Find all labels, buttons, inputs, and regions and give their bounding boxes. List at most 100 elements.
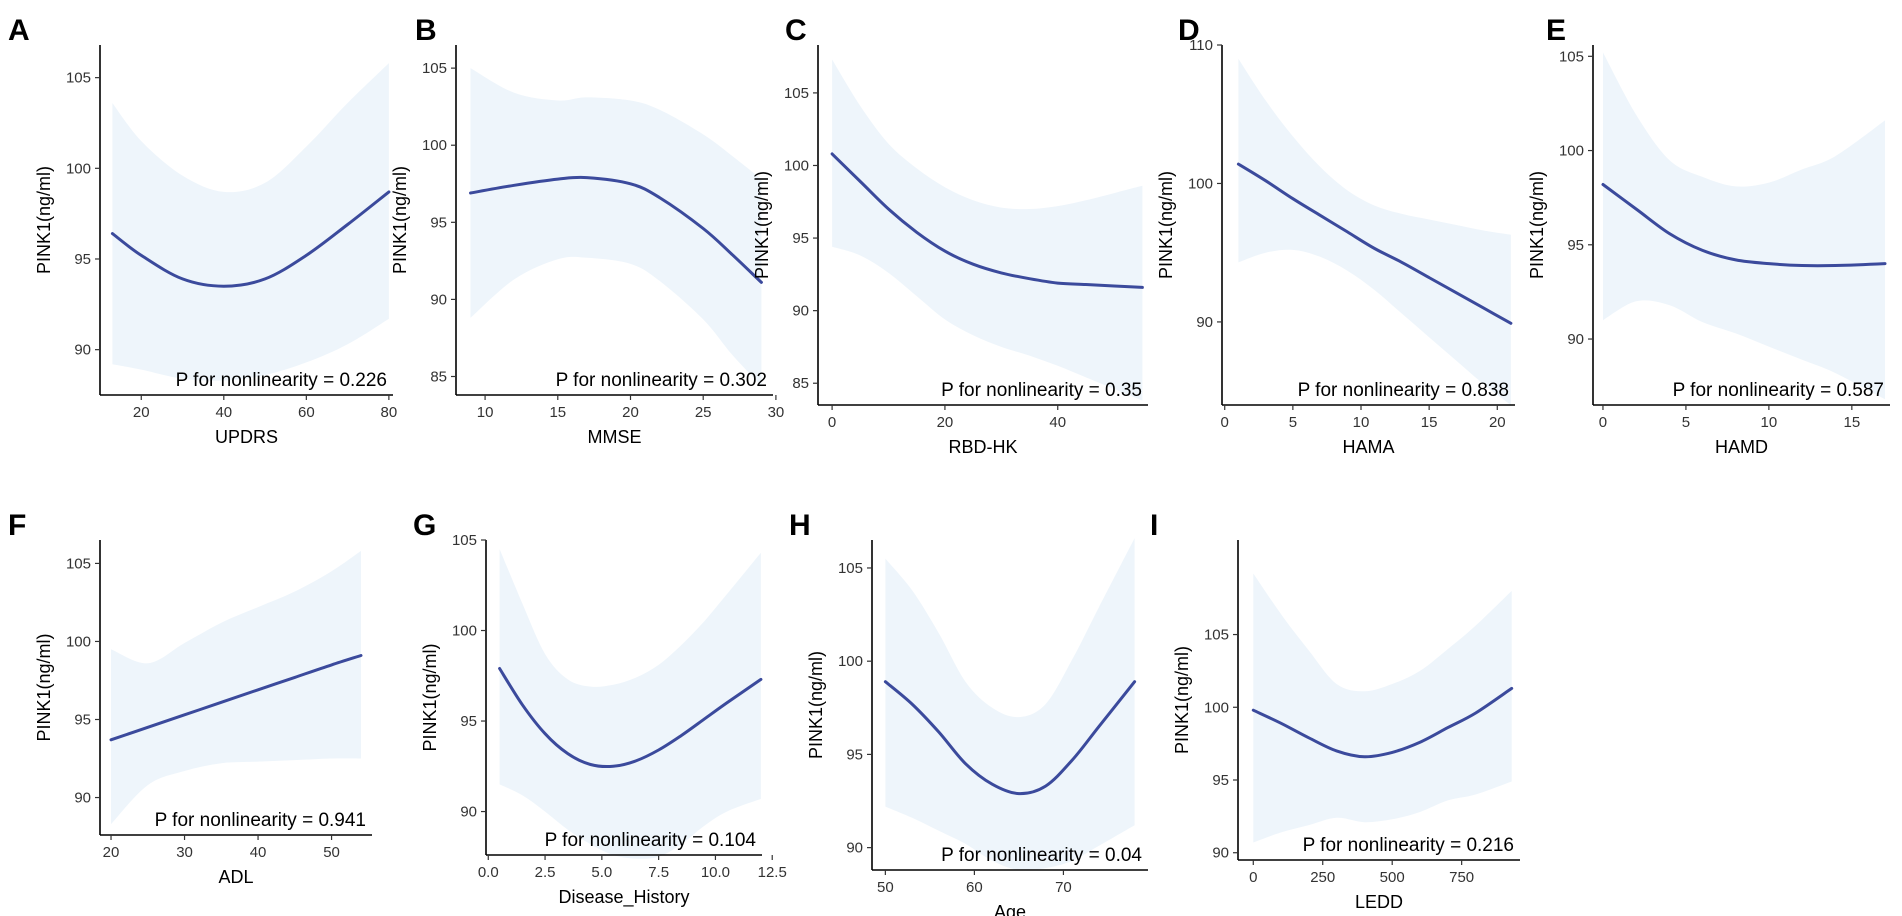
y-tick-label: 90	[1567, 331, 1584, 348]
x-tick-label: 30	[176, 844, 193, 861]
x-axis-title: Disease_History	[558, 887, 689, 908]
y-axis-title: PINK1(ng/ml)	[1172, 646, 1192, 754]
y-tick-label: 105	[838, 560, 863, 577]
y-axis-title: PINK1(ng/ml)	[34, 633, 54, 741]
y-tick-label: 95	[74, 251, 91, 268]
y-tick-label: 105	[66, 70, 91, 87]
x-tick-label: 10	[477, 404, 494, 421]
y-tick-label: 100	[838, 653, 863, 670]
fitted-curve-d	[1236, 162, 1513, 325]
fitted-curve-f	[109, 654, 363, 742]
fitted-curve-i	[1251, 686, 1514, 759]
x-tick-label: 20	[937, 414, 954, 431]
chart-panel-d: 90 100 110 0 5 10 15 20 HAMA PINK1(ng/ml) P for no…	[1156, 14, 1515, 457]
x-tick-label: 20	[1489, 414, 1506, 431]
x-tick-label: 0	[1221, 414, 1229, 431]
panel-letter-g: G	[413, 509, 436, 542]
y-tick-label: 100	[66, 160, 91, 177]
nonlinearity-p-value: P for nonlinearity = 0.941	[155, 810, 366, 831]
y-tick-label: 110	[1189, 37, 1213, 54]
x-tick-label: 500	[1380, 869, 1405, 886]
x-tick-label: 15	[1843, 414, 1860, 431]
confidence-band-h	[885, 538, 1135, 871]
confidence-band-b	[470, 68, 762, 386]
x-tick-label: 5.0	[591, 864, 612, 881]
y-axis-title: PINK1(ng/ml)	[1156, 171, 1176, 279]
panel-letter-e: E	[1546, 14, 1566, 47]
chart-panel-c: 85 90 95 100 105 0 20 40 RBD-HK PINK1(ng/ml) P for…	[752, 14, 1148, 457]
x-tick-label: 60	[298, 404, 315, 421]
confidence-band-a	[112, 63, 389, 381]
x-tick-label: 40	[250, 844, 267, 861]
y-axis-title: PINK1(ng/ml)	[34, 166, 54, 274]
y-tick-label: 85	[792, 375, 809, 392]
y-tick-label: 90	[74, 342, 91, 359]
y-axis-title: PINK1(ng/ml)	[752, 171, 772, 279]
x-axis-title: HAMD	[1715, 437, 1768, 457]
y-tick-label: 90	[1212, 845, 1229, 862]
y-tick-label: 100	[422, 137, 447, 154]
x-tick-label: 12.5	[758, 864, 787, 881]
x-tick-label: 7.5	[648, 864, 669, 881]
confidence-band-g	[499, 549, 761, 859]
y-axis-title: PINK1(ng/ml)	[420, 643, 440, 751]
y-tick-label: 95	[430, 214, 447, 231]
chart-panel-h: 90 95 100 105 50 60 70 Age PINK1(ng/ml) P for non…	[789, 509, 1148, 916]
nonlinearity-p-value: P for nonlinearity = 0.302	[556, 370, 767, 391]
fitted-curve-a	[110, 190, 391, 288]
x-axis-title: LEDD	[1355, 892, 1403, 912]
x-tick-label: 70	[1055, 879, 1072, 896]
x-tick-label: 40	[1049, 414, 1066, 431]
y-axis-title: PINK1(ng/ml)	[806, 651, 826, 759]
x-tick-label: 50	[323, 844, 340, 861]
x-axis-title: UPDRS	[215, 427, 278, 447]
y-tick-label: 95	[74, 711, 91, 728]
y-tick-label: 95	[846, 746, 863, 763]
x-tick-label: 0	[1599, 414, 1607, 431]
y-tick-label: 90	[460, 804, 477, 821]
y-tick-label: 105	[1559, 48, 1584, 65]
y-tick-label: 100	[1559, 143, 1584, 160]
y-tick-label: 85	[430, 368, 447, 385]
x-tick-label: 10	[1761, 414, 1778, 431]
panel-letter-h: H	[789, 509, 811, 542]
y-tick-label: 100	[452, 623, 477, 640]
nonlinearity-p-value: P for nonlinearity = 0.04	[941, 845, 1142, 866]
confidence-band-f	[111, 550, 361, 825]
x-axis-title: HAMA	[1342, 437, 1394, 457]
y-tick-label: 95	[1567, 237, 1584, 254]
x-tick-label: 60	[966, 879, 983, 896]
x-tick-label: 80	[381, 404, 398, 421]
nonlinearity-p-value: P for nonlinearity = 0.838	[1298, 380, 1509, 401]
x-tick-label: 5	[1289, 414, 1297, 431]
x-axis-title: MMSE	[588, 427, 642, 447]
x-tick-label: 0	[1249, 869, 1257, 886]
chart-panel-b: 85 90 95 100 105 10 15 20 25 30 MMSE PINK1(ng/ml) P …	[390, 14, 784, 447]
x-axis-title: ADL	[218, 867, 253, 887]
confidence-band-c	[832, 59, 1143, 401]
x-tick-label: 15	[549, 404, 566, 421]
fitted-curve-h	[883, 680, 1137, 796]
confidence-band-d	[1238, 58, 1511, 406]
y-tick-label: 105	[66, 555, 91, 572]
y-tick-label: 95	[792, 230, 809, 247]
y-tick-label: 100	[784, 157, 809, 174]
chart-panel-e: 90 95 100 105 0 5 10 15 HAMD PINK1(ng/ml) P for no…	[1527, 14, 1890, 457]
y-tick-label: 90	[846, 840, 863, 857]
x-tick-label: 10	[1353, 414, 1370, 431]
nonlinearity-p-value: P for nonlinearity = 0.587	[1673, 380, 1884, 401]
y-axis-title: PINK1(ng/ml)	[1527, 171, 1547, 279]
y-tick-label: 100	[1204, 699, 1229, 716]
panel-letter-d: D	[1178, 14, 1200, 47]
x-tick-label: 40	[215, 404, 232, 421]
y-tick-label: 105	[1204, 627, 1229, 644]
x-tick-label: 25	[695, 404, 712, 421]
y-tick-label: 105	[452, 532, 477, 549]
chart-panel-a: 90 95 100 105 20 40 60 80 UPDRS PINK1(ng/ml) P for…	[8, 14, 397, 447]
nonlinearity-p-value: P for nonlinearity = 0.104	[545, 830, 757, 851]
fitted-curve-b	[469, 175, 763, 284]
panel-letter-c: C	[785, 14, 807, 47]
chart-panel-g: 90 95 100 105 0.0 2.5 5.0 7.5 10.0 12.5 Disease_Hi…	[413, 509, 787, 908]
